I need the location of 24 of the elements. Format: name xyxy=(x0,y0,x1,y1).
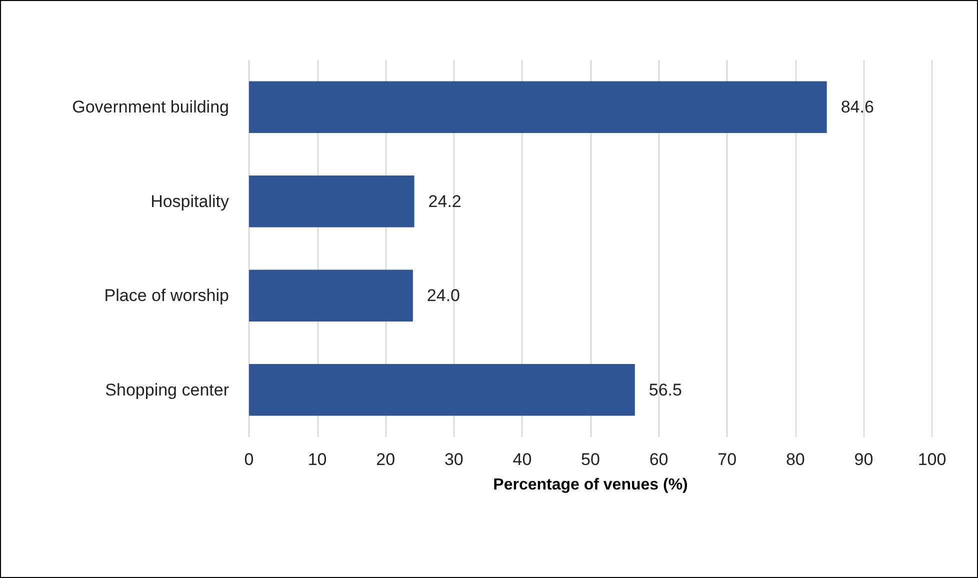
x-tick-label: 80 xyxy=(786,450,805,469)
x-tick-label: 50 xyxy=(581,450,600,469)
y-tick-label: Place of worship xyxy=(104,286,229,306)
x-tick-label: 10 xyxy=(308,450,327,469)
data-label: 84.6 xyxy=(840,98,874,117)
x-axis-title: Percentage of venues (%) xyxy=(493,476,688,494)
x-tick-label: 70 xyxy=(718,450,737,469)
x-tick-label: 40 xyxy=(512,450,532,469)
x-tick-label: 100 xyxy=(918,450,946,469)
data-label: 24.0 xyxy=(426,286,460,306)
x-tick-label: 0 xyxy=(244,450,254,469)
bar xyxy=(249,175,414,228)
y-tick-label: Shopping center xyxy=(105,380,230,400)
data-label: 56.5 xyxy=(648,380,682,400)
y-tick-label: Hospitality xyxy=(150,192,230,211)
bar xyxy=(249,81,827,134)
y-tick-label: Government building xyxy=(72,98,229,117)
data-label: 24.2 xyxy=(428,192,462,211)
x-tick-label: 20 xyxy=(376,450,396,469)
x-tick-label: 90 xyxy=(854,450,874,469)
bar xyxy=(249,364,635,416)
x-tick-label: 30 xyxy=(444,450,464,469)
bar xyxy=(249,270,413,322)
x-tick-label: 60 xyxy=(649,450,668,469)
